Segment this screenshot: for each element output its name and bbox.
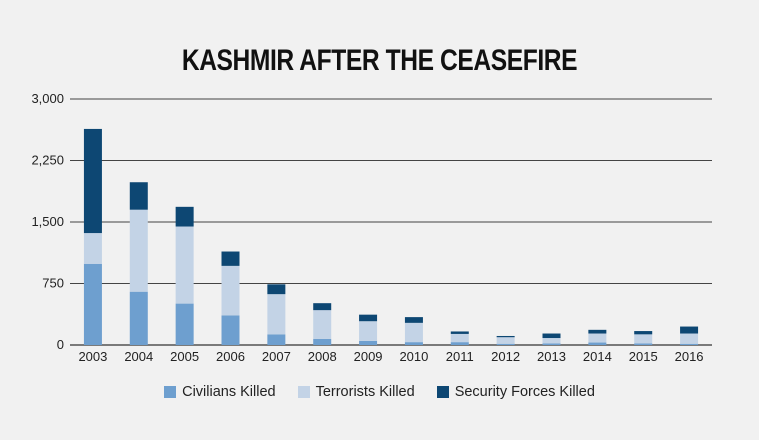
bar-terrorists-killed-2009 <box>359 321 378 341</box>
bar-civilians-killed-2007 <box>267 334 286 345</box>
legend-swatch <box>164 386 177 398</box>
bar-civilians-killed-2016 <box>680 343 699 345</box>
bar-security-forces-killed-2005 <box>175 206 194 227</box>
bar-terrorists-killed-2016 <box>680 333 699 344</box>
bar-civilians-killed-2013 <box>542 343 561 345</box>
legend-swatch <box>436 386 449 398</box>
bar-civilians-killed-2003 <box>83 263 102 345</box>
bar-terrorists-killed-2013 <box>542 338 561 344</box>
x-tick-label: 2009 <box>354 349 383 364</box>
legend-item: Civilians Killed <box>164 384 276 400</box>
x-tick-label: 2003 <box>78 349 107 364</box>
bar-civilians-killed-2006 <box>221 315 240 345</box>
x-tick-label: 2005 <box>170 349 199 364</box>
bar-civilians-killed-2014 <box>588 342 607 345</box>
bar-civilians-killed-2004 <box>129 291 148 345</box>
bar-terrorists-killed-2010 <box>404 322 423 343</box>
bar-civilians-killed-2011 <box>450 342 469 345</box>
bar-security-forces-killed-2010 <box>404 317 423 323</box>
bar-terrorists-killed-2004 <box>129 209 148 292</box>
bar-security-forces-killed-2013 <box>542 333 561 339</box>
bar-security-forces-killed-2007 <box>267 284 286 295</box>
bar-security-forces-killed-2016 <box>680 326 699 334</box>
bar-security-forces-killed-2012 <box>496 335 515 338</box>
x-tick-label: 2010 <box>399 349 428 364</box>
chart-title: KASHMIR AFTER THE CEASEFIRE <box>181 44 578 77</box>
x-tick-label: 2014 <box>583 349 612 364</box>
x-tick-label: 2007 <box>262 349 291 364</box>
bar-security-forces-killed-2009 <box>359 314 378 322</box>
y-tick-label: 1,500 <box>31 214 64 229</box>
bar-terrorists-killed-2005 <box>175 226 194 304</box>
x-tick-label: 2015 <box>629 349 658 364</box>
x-tick-label: 2006 <box>216 349 245 364</box>
x-tick-label: 2013 <box>537 349 566 364</box>
bar-security-forces-killed-2003 <box>83 128 102 234</box>
bar-security-forces-killed-2008 <box>313 303 332 311</box>
y-tick-label: 2,250 <box>31 153 64 168</box>
bar-civilians-killed-2005 <box>175 303 194 345</box>
x-tick-label: 2016 <box>675 349 704 364</box>
x-tick-label: 2012 <box>491 349 520 364</box>
legend-item: Terrorists Killed <box>297 384 415 400</box>
bar-terrorists-killed-2014 <box>588 333 607 343</box>
bar-civilians-killed-2008 <box>313 338 332 345</box>
legend-label: Civilians Killed <box>182 384 276 400</box>
bar-security-forces-killed-2014 <box>588 329 607 334</box>
bar-security-forces-killed-2006 <box>221 251 240 266</box>
bar-terrorists-killed-2003 <box>83 233 102 264</box>
y-tick-label: 0 <box>57 337 64 352</box>
bar-civilians-killed-2009 <box>359 340 378 345</box>
bar-security-forces-killed-2004 <box>129 182 148 210</box>
bar-security-forces-killed-2011 <box>450 331 469 334</box>
bar-terrorists-killed-2007 <box>267 294 286 335</box>
y-tick-label: 3,000 <box>31 91 64 106</box>
bar-terrorists-killed-2011 <box>450 333 469 343</box>
bar-terrorists-killed-2015 <box>634 334 653 344</box>
bar-civilians-killed-2015 <box>634 343 653 345</box>
x-tick-label: 2008 <box>308 349 337 364</box>
bar-civilians-killed-2012 <box>496 343 515 345</box>
bar-civilians-killed-2010 <box>404 342 423 345</box>
bar-terrorists-killed-2012 <box>496 337 515 344</box>
legend-label: Terrorists Killed <box>315 384 415 400</box>
bar-security-forces-killed-2015 <box>634 331 653 335</box>
y-tick-label: 750 <box>42 276 64 291</box>
bar-terrorists-killed-2008 <box>313 310 332 339</box>
chart-legend: Civilians Killed Terrorists Killed Securit… <box>0 384 759 400</box>
x-tick-label: 2004 <box>124 349 153 364</box>
legend-swatch <box>297 386 310 398</box>
x-tick-label: 2011 <box>446 349 474 364</box>
legend-label: Security Forces Killed <box>454 384 595 400</box>
legend-item: Security Forces Killed <box>436 384 595 400</box>
bar-terrorists-killed-2006 <box>221 265 240 316</box>
